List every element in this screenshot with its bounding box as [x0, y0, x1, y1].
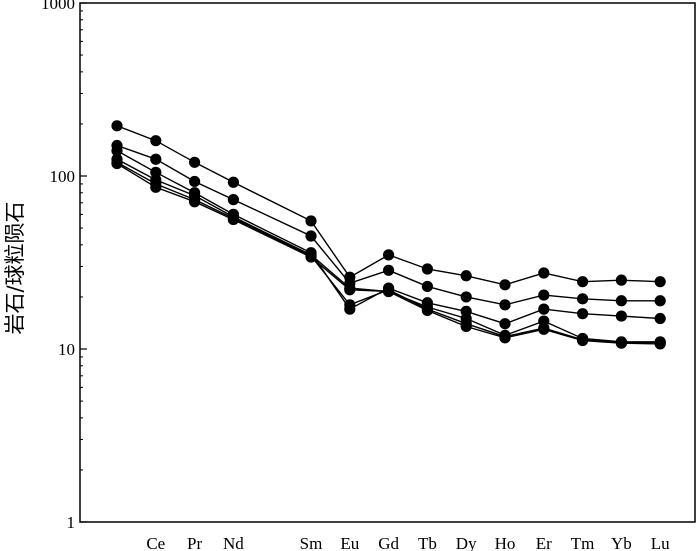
x-tick-label: Nd: [223, 534, 244, 551]
data-point: [499, 279, 511, 291]
data-point: [654, 312, 666, 325]
x-tick-label: Sm: [300, 534, 323, 551]
data-point: [383, 285, 395, 298]
series-line: [116, 144, 661, 306]
data-point: [615, 295, 628, 307]
x-tick-label: Ho: [495, 534, 516, 551]
data-point: [460, 270, 472, 282]
data-point: [111, 120, 123, 132]
y-tick-label: 10: [58, 340, 75, 359]
data-point: [654, 338, 666, 350]
x-tick-label: Tb: [418, 534, 437, 551]
data-point: [421, 280, 433, 293]
series-line: [116, 163, 661, 345]
x-tick-label: Lu: [651, 534, 670, 551]
y-tick-label: 1000: [41, 0, 75, 13]
data-point: [499, 318, 511, 330]
y-tick-label: 100: [50, 167, 76, 186]
data-point: [383, 264, 395, 276]
data-point: [150, 181, 162, 193]
data-point: [111, 145, 123, 157]
data-point: [111, 157, 123, 170]
series-6: [111, 157, 666, 350]
x-tick-label: Yb: [611, 534, 632, 551]
x-tick-label: Tm: [571, 534, 595, 551]
series-line: [116, 150, 661, 325]
data-point: [189, 196, 201, 208]
data-point: [227, 194, 239, 206]
data-point: [421, 263, 433, 275]
x-tick-label: Er: [536, 534, 552, 551]
data-point: [305, 251, 317, 263]
data-point: [189, 156, 201, 168]
plot-frame: [79, 2, 696, 523]
x-tick-label: Eu: [340, 534, 359, 551]
y-tick-label: 1: [67, 513, 76, 532]
data-point: [421, 304, 433, 317]
data-point: [344, 299, 356, 311]
data-point: [538, 323, 550, 335]
data-point: [305, 230, 317, 242]
data-point: [577, 276, 589, 288]
data-point: [577, 308, 589, 320]
data-point: [615, 337, 628, 349]
data-point: [499, 332, 511, 344]
series-group: [111, 120, 666, 350]
data-point: [577, 293, 589, 305]
data-point: [538, 289, 550, 301]
series-line: [116, 125, 661, 286]
data-point: [227, 176, 239, 188]
data-point: [577, 334, 589, 347]
data-point: [383, 249, 395, 261]
y-axis-ticks: 1 10 100 1000: [41, 0, 87, 532]
data-point: [150, 135, 162, 147]
x-tick-label: Ce: [146, 534, 165, 551]
data-point: [150, 153, 162, 165]
x-tick-label: Gd: [378, 534, 399, 551]
x-tick-label: Pr: [187, 534, 202, 551]
data-point: [460, 320, 472, 333]
series-line: [116, 161, 661, 344]
data-point: [538, 267, 550, 279]
data-point: [538, 303, 550, 315]
data-point: [305, 215, 317, 227]
data-point: [615, 274, 628, 286]
series-1: [111, 120, 666, 291]
data-point: [654, 276, 666, 288]
y-axis-label: 岩石/球粒陨石: [3, 201, 27, 334]
x-tick-label: Dy: [456, 534, 477, 551]
data-point: [344, 284, 356, 296]
x-axis-ticks: Ce Pr Nd Sm Eu Gd Tb Dy Ho Er Tm Yb Lu: [146, 534, 670, 551]
data-point: [654, 295, 666, 307]
data-point: [499, 299, 511, 311]
data-point: [227, 213, 239, 226]
data-point: [615, 310, 628, 322]
data-point: [460, 291, 472, 303]
data-point: [189, 175, 201, 188]
